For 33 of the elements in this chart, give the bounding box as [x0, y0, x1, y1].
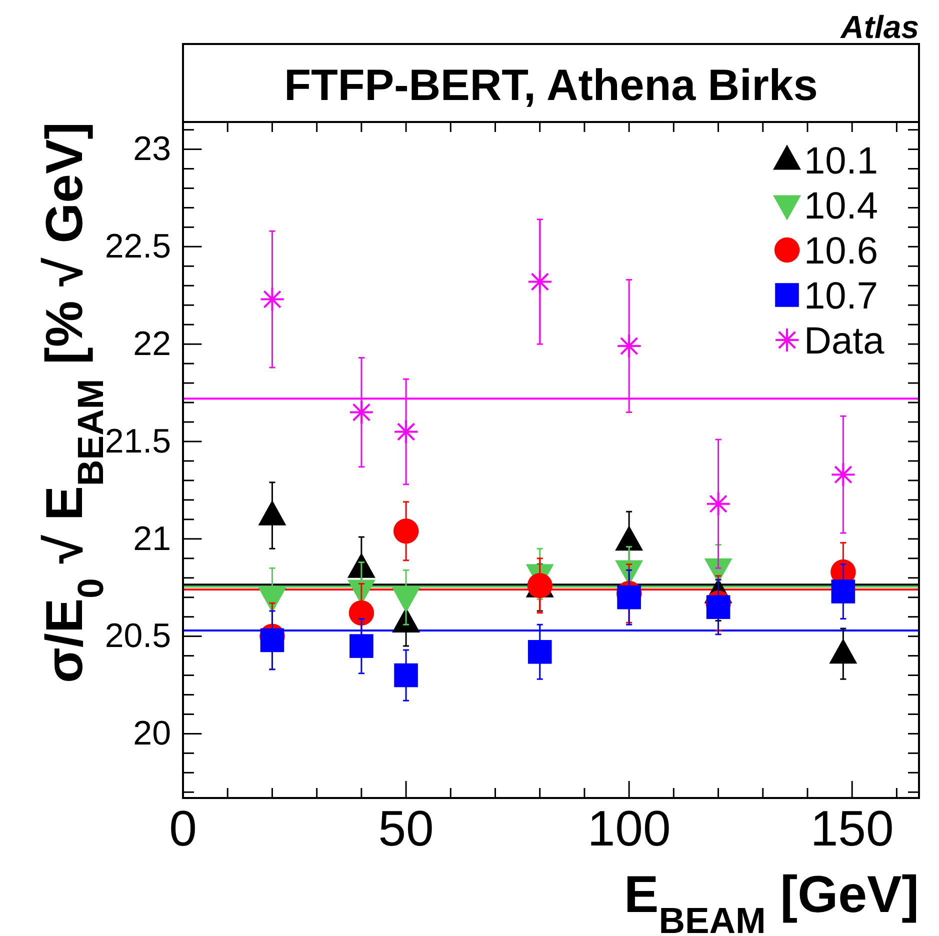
point	[617, 585, 641, 610]
y-tick-label: 21	[133, 520, 171, 558]
x-axis-title: E$_{BEAM}$ [GeV]	[624, 866, 919, 936]
x-tick-label: 100	[587, 800, 671, 856]
point	[394, 419, 419, 444]
point	[350, 634, 374, 658]
text: Atlas	[840, 9, 919, 45]
legend-label: 10.4	[804, 186, 878, 228]
y-tick-label: 20	[133, 714, 171, 753]
legend-label: 10.7	[804, 276, 878, 318]
point	[527, 269, 552, 294]
x-tick-label: 50	[378, 800, 434, 856]
point	[260, 286, 285, 312]
chart-title: FTFP-BERT, Athena Birks	[284, 61, 818, 110]
point	[528, 640, 552, 664]
point	[616, 334, 642, 359]
point	[348, 600, 374, 626]
legend-label: 10.6	[804, 230, 878, 273]
legend-label: Data	[804, 320, 886, 363]
y-tick-label: 22.5	[104, 228, 171, 266]
legend-label: 10.1	[804, 140, 878, 183]
y-tick-label: 22	[133, 324, 171, 363]
y-tick-label: 23	[133, 130, 171, 168]
point	[394, 663, 418, 688]
point	[348, 400, 374, 425]
point	[831, 580, 856, 604]
point	[706, 491, 731, 516]
point	[393, 518, 419, 544]
point	[830, 462, 856, 488]
y-tick-label: 21.5	[104, 422, 171, 460]
point	[260, 628, 284, 652]
x-tick-label: 150	[810, 800, 894, 856]
x-tick-label: 0	[169, 800, 197, 856]
